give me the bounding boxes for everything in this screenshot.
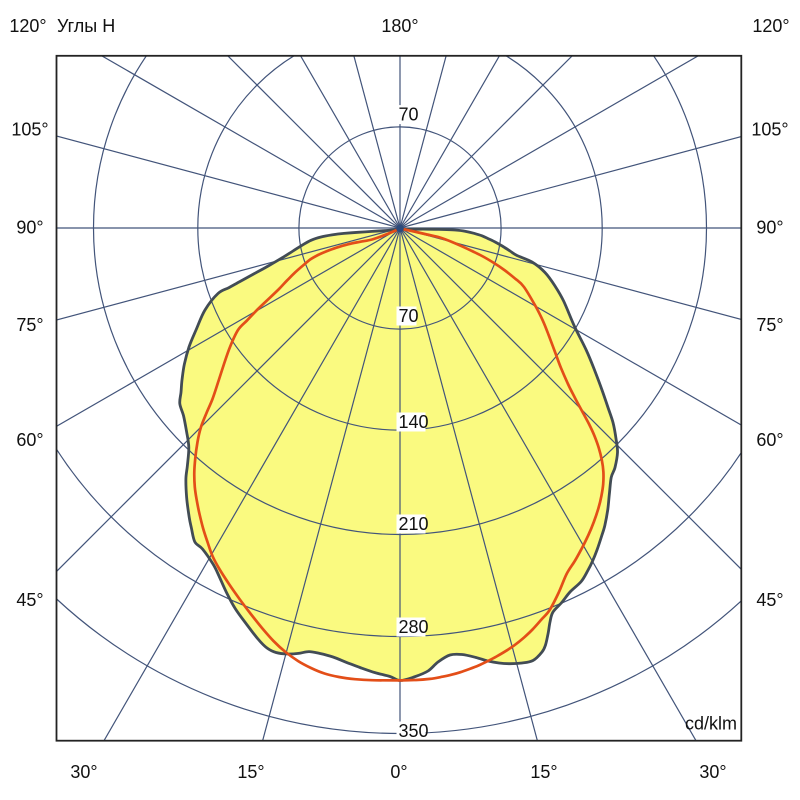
svg-text:60°: 60°	[756, 430, 783, 450]
svg-text:30°: 30°	[70, 762, 97, 782]
svg-text:120°: 120°	[752, 16, 789, 36]
svg-text:15°: 15°	[530, 762, 557, 782]
svg-text:120°: 120°	[9, 16, 46, 36]
svg-text:75°: 75°	[16, 315, 43, 335]
svg-text:45°: 45°	[16, 590, 43, 610]
svg-text:70: 70	[399, 105, 419, 125]
svg-text:350: 350	[399, 721, 429, 741]
svg-text:Углы Н: Углы Н	[57, 16, 115, 36]
svg-text:90°: 90°	[756, 218, 783, 238]
svg-text:0°: 0°	[390, 762, 407, 782]
svg-text:70: 70	[399, 306, 419, 326]
svg-text:90°: 90°	[16, 218, 43, 238]
svg-text:180°: 180°	[381, 16, 418, 36]
svg-text:15°: 15°	[237, 762, 264, 782]
svg-text:210: 210	[399, 514, 429, 534]
svg-text:75°: 75°	[756, 315, 783, 335]
svg-text:60°: 60°	[16, 430, 43, 450]
svg-text:140: 140	[399, 412, 429, 432]
svg-text:105°: 105°	[11, 120, 48, 140]
svg-text:105°: 105°	[751, 120, 788, 140]
svg-text:30°: 30°	[699, 762, 726, 782]
svg-text:cd/klm: cd/klm	[685, 714, 737, 734]
svg-text:280: 280	[399, 617, 429, 637]
svg-text:45°: 45°	[756, 590, 783, 610]
